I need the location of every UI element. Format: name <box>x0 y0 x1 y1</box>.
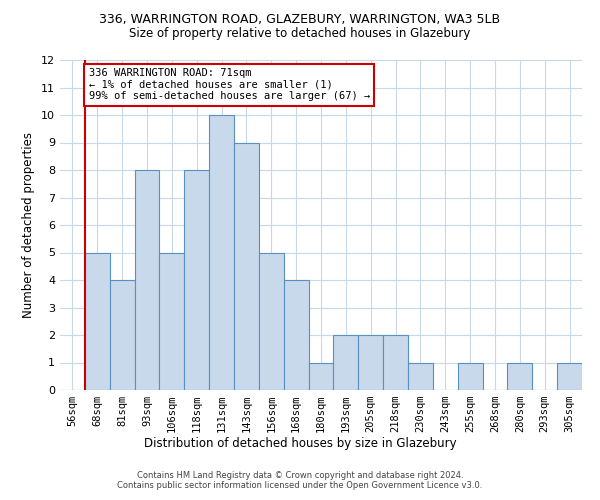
Bar <box>259 252 284 390</box>
Bar <box>557 362 582 390</box>
Y-axis label: Number of detached properties: Number of detached properties <box>22 132 35 318</box>
Text: Size of property relative to detached houses in Glazebury: Size of property relative to detached ho… <box>130 28 470 40</box>
Text: 336, WARRINGTON ROAD, GLAZEBURY, WARRINGTON, WA3 5LB: 336, WARRINGTON ROAD, GLAZEBURY, WARRING… <box>100 12 500 26</box>
Bar <box>458 362 482 390</box>
Bar <box>508 362 532 390</box>
Bar <box>85 252 110 390</box>
Bar <box>284 280 308 390</box>
Bar <box>358 335 383 390</box>
Text: Distribution of detached houses by size in Glazebury: Distribution of detached houses by size … <box>143 438 457 450</box>
Text: Contains HM Land Registry data © Crown copyright and database right 2024.
Contai: Contains HM Land Registry data © Crown c… <box>118 470 482 490</box>
Bar <box>334 335 358 390</box>
Text: 336 WARRINGTON ROAD: 71sqm
← 1% of detached houses are smaller (1)
99% of semi-d: 336 WARRINGTON ROAD: 71sqm ← 1% of detac… <box>89 68 370 102</box>
Bar <box>134 170 160 390</box>
Bar <box>234 142 259 390</box>
Bar <box>209 115 234 390</box>
Bar <box>408 362 433 390</box>
Bar <box>184 170 209 390</box>
Bar <box>110 280 134 390</box>
Bar <box>308 362 334 390</box>
Bar <box>160 252 184 390</box>
Bar <box>383 335 408 390</box>
